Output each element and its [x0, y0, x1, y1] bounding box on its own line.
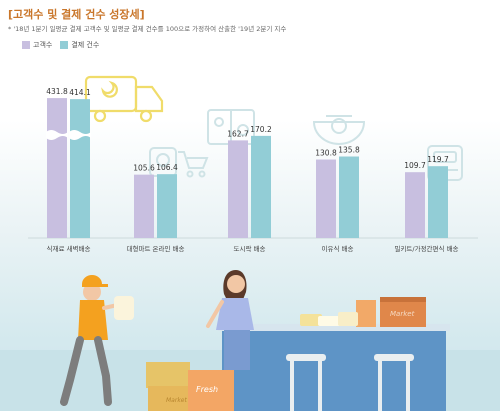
legend-item-payments: 결제 건수 [60, 40, 99, 50]
legend-swatch-payments [60, 41, 69, 49]
market-box-large: Market [380, 297, 426, 327]
value-label-payments-3: 135.8 [338, 146, 360, 155]
value-label-payments-1: 106.4 [156, 163, 178, 172]
stool-right [374, 354, 414, 411]
box-label-market-2: Market [166, 397, 187, 404]
food-container [300, 314, 322, 326]
value-label-payments-0: 414.1 [69, 88, 91, 97]
bar-payments-3 [339, 156, 359, 238]
chart-note: * '18년 1분기 일평균 결제 고객수 및 일평균 결제 건수를 100으로… [8, 25, 287, 33]
bar-payments-1 [157, 174, 177, 238]
value-label-customers-0: 431.8 [46, 87, 68, 96]
bar-customers-4 [405, 172, 425, 238]
bar-payments-0 [70, 99, 90, 239]
bar-payments-2 [251, 135, 271, 238]
counter-top [218, 324, 450, 331]
category-label-2: 도시락 배송 [234, 244, 266, 253]
value-label-payments-2: 170.2 [250, 125, 272, 134]
category-label-1: 대형마트 온라인 배송 [127, 244, 185, 253]
axis-break-0 [46, 130, 68, 140]
lunchbox-icon [207, 109, 255, 145]
kitchen-counter [222, 328, 446, 411]
value-label-customers-2: 162.7 [227, 129, 249, 138]
woman-customer [206, 270, 254, 370]
delivery-scene-illustration: Market [0, 270, 500, 411]
bar-payments-4 [428, 166, 448, 238]
category-label-0: 식재료 새벽배송 [47, 244, 91, 253]
category-label-3: 이유식 배송 [322, 244, 354, 253]
food-container-white [318, 316, 342, 326]
category-label-4: 밀키트/가정간편식 배송 [394, 244, 458, 253]
delivery-worker [60, 275, 134, 406]
legend-label-customers: 고객수 [33, 41, 53, 49]
bar-customers-0 [47, 98, 67, 238]
small-box [356, 300, 376, 327]
axis-break-1 [69, 130, 91, 140]
legend: 고객수 결제 건수 [22, 40, 99, 50]
bar-customers-2 [228, 140, 248, 238]
legend-swatch-customers [22, 41, 30, 49]
food-cup [338, 312, 358, 326]
value-label-payments-4: 119.7 [427, 155, 449, 164]
bar-customers-1 [134, 174, 154, 238]
bars-group [46, 98, 448, 239]
bar-customers-3 [316, 159, 336, 238]
baby-food-icon [312, 115, 366, 145]
box-label-market-1: Market [390, 310, 415, 318]
box-stack: Market Fresh [146, 362, 234, 411]
legend-label-payments: 결제 건수 [71, 41, 100, 49]
value-labels-group: 431.8 414.1 105.6 106.4 162.7 170.2 130.8 135.8… [46, 87, 449, 173]
value-label-customers-4: 109.7 [404, 161, 426, 170]
value-label-customers-3: 130.8 [315, 149, 337, 158]
box-label-fresh: Fresh [196, 385, 218, 394]
legend-item-customers: 고객수 [22, 40, 52, 50]
value-label-customers-1: 105.6 [133, 164, 155, 173]
truck-icon [84, 75, 164, 123]
chart-title: [고객수 및 결제 건수 성장세] [8, 8, 145, 21]
category-labels-group: 식재료 새벽배송 대형마트 온라인 배송 도시락 배송 이유식 배송 밀키트/가정간편식… [47, 244, 459, 253]
stool-left [286, 354, 326, 411]
